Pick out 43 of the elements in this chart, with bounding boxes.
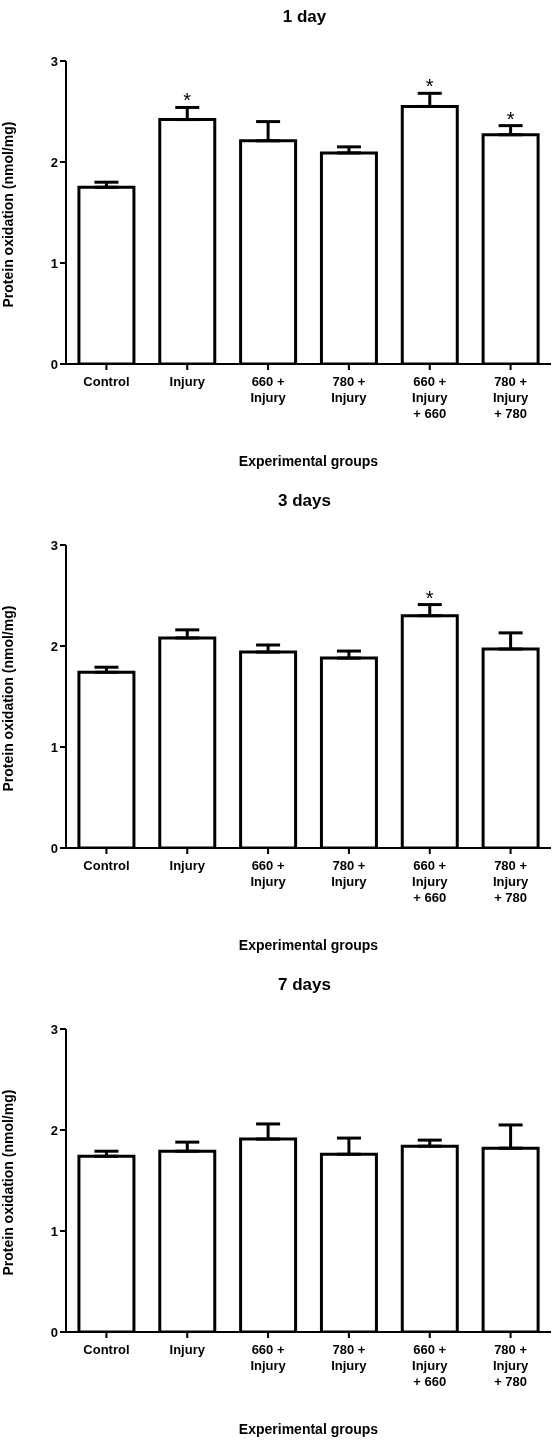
- chart-title: 7 days: [277, 974, 332, 996]
- y-tick-label: 2: [50, 638, 58, 654]
- y-tick-label: 1: [50, 255, 58, 271]
- y-tick-label: 0: [50, 356, 58, 372]
- annotation: *: [506, 107, 515, 130]
- y-tick-label: 0: [50, 840, 58, 856]
- x-tick-label: Control: [83, 374, 130, 389]
- y-axis-title: Protein oxidation (nmol/mg): [0, 605, 16, 792]
- y-tick-label: 0: [50, 1324, 58, 1340]
- y-tick-label: 3: [50, 1021, 58, 1037]
- x-tick-label: 780 + Injury + 780: [492, 374, 530, 421]
- x-tick-label: 780 + Injury + 780: [492, 858, 530, 905]
- y-tick-label: 2: [50, 154, 58, 170]
- x-tick-label: Injury: [169, 858, 206, 873]
- x-tick-label: Injury: [169, 374, 206, 389]
- x-tick-label: Control: [83, 1342, 130, 1357]
- x-tick-label: 780 + Injury: [331, 1342, 368, 1373]
- x-tick-label: 660 + Injury + 660: [412, 374, 449, 421]
- x-tick-label: 660 + Injury + 660: [412, 858, 449, 905]
- y-tick-label: 3: [50, 537, 58, 553]
- x-tick-label: Injury: [169, 1342, 206, 1357]
- x-tick-label: 660 + Injury: [250, 374, 287, 405]
- annotation: *: [425, 75, 434, 98]
- x-axis-title: Experimental groups: [238, 1421, 379, 1437]
- x-tick-label: 660 + Injury + 660: [412, 1342, 449, 1389]
- chart-title: 3 days: [277, 490, 332, 512]
- annotation: *: [425, 586, 434, 609]
- x-tick-label: 660 + Injury: [250, 1342, 287, 1373]
- x-tick-label: 780 + Injury: [331, 858, 368, 889]
- x-tick-label: Control: [83, 858, 130, 873]
- x-tick-label: 780 + Injury + 780: [492, 1342, 530, 1389]
- y-tick-label: 1: [50, 739, 58, 755]
- x-axis-title: Experimental groups: [238, 937, 379, 953]
- y-tick-label: 1: [50, 1223, 58, 1239]
- y-tick-label: 2: [50, 1122, 58, 1138]
- y-tick-label: 3: [50, 53, 58, 69]
- x-tick-label: 660 + Injury: [250, 858, 287, 889]
- chart-title: 1 day: [281, 6, 328, 28]
- x-tick-label: 780 + Injury: [331, 374, 368, 405]
- y-axis-title: Protein oxidation (nmol/mg): [0, 121, 16, 308]
- annotation: *: [183, 89, 192, 112]
- x-axis-title: Experimental groups: [238, 453, 379, 469]
- y-axis-title: Protein oxidation (nmol/mg): [0, 1089, 16, 1276]
